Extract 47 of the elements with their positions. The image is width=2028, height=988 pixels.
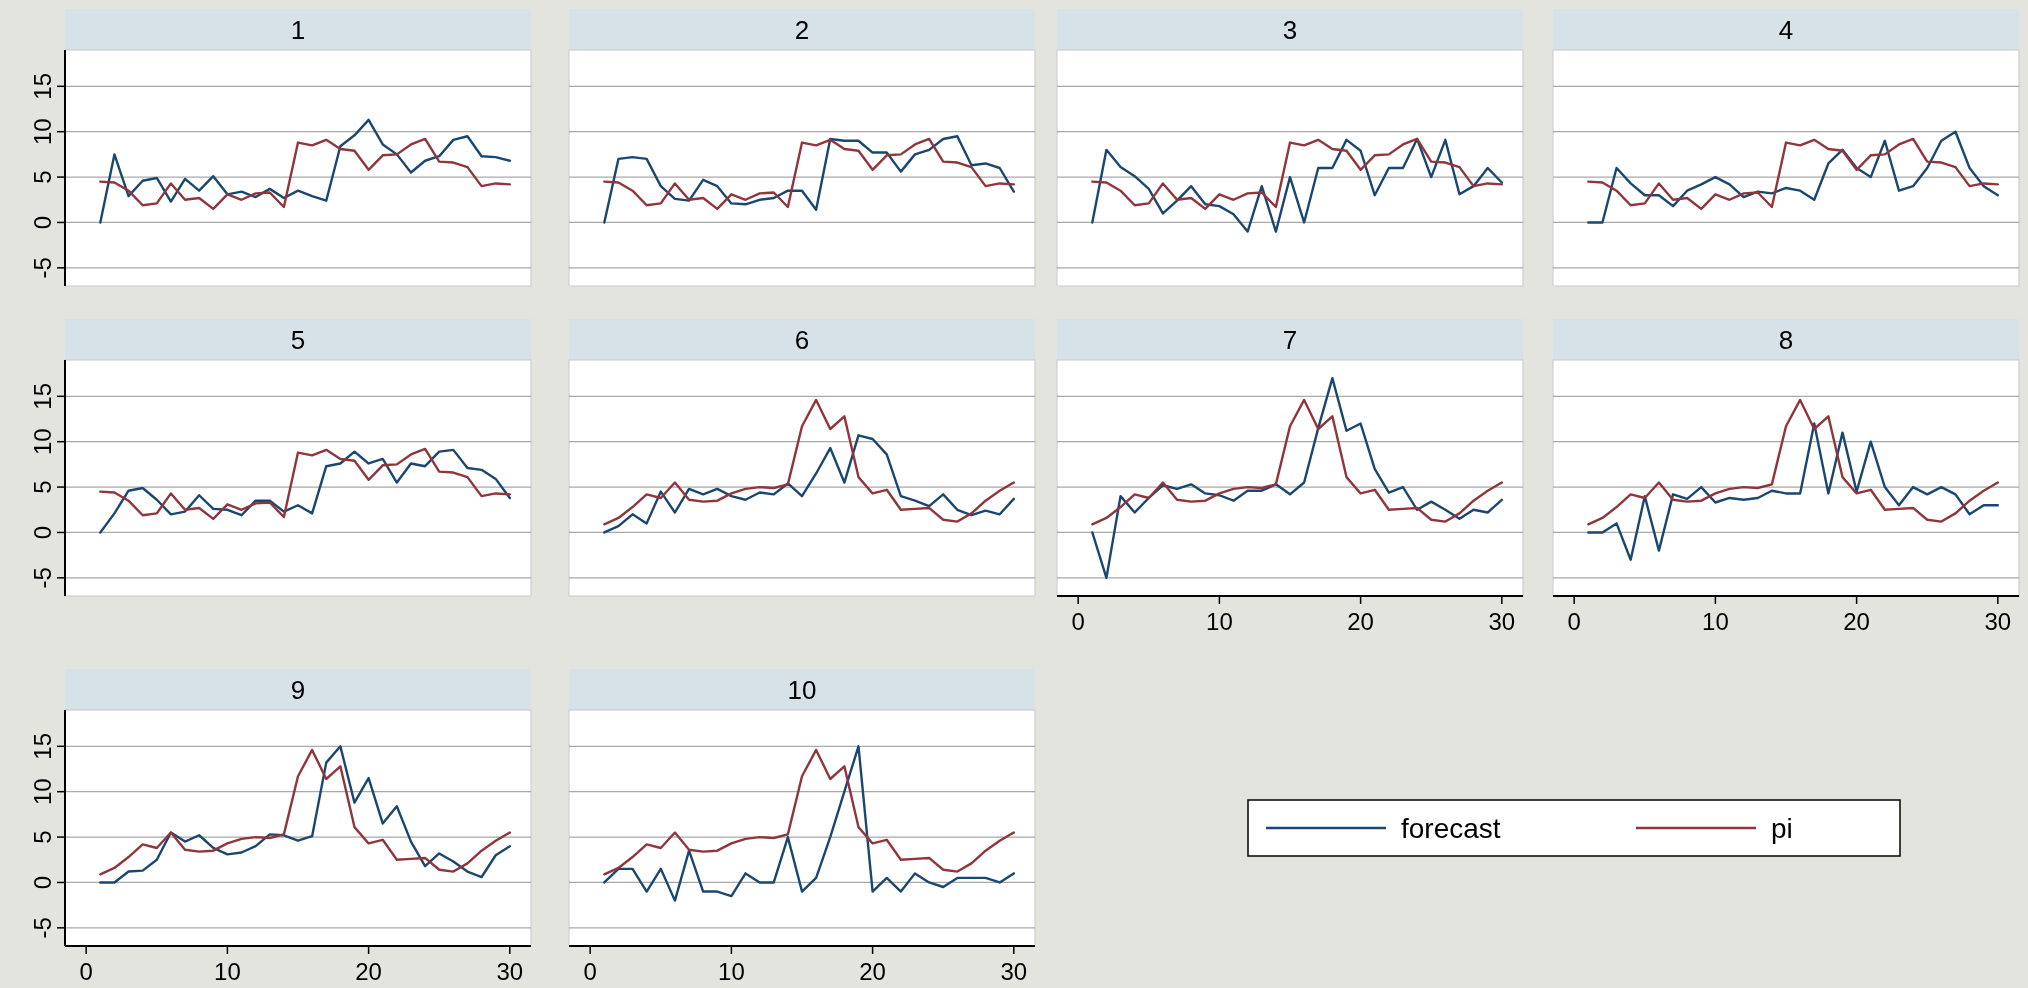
y-tick-label: 15 — [29, 382, 56, 410]
line-series — [99, 118, 512, 224]
y-tick-label: 0 — [29, 525, 56, 540]
y-tick-label: 0 — [29, 875, 56, 890]
x-tick-label: 0 — [1567, 608, 1581, 635]
chart-title: 4 — [1778, 14, 1794, 45]
y-tick-label: -5 — [29, 917, 56, 939]
y-tick-label: 10 — [29, 118, 56, 146]
y-tick-label: -5 — [29, 567, 56, 589]
y-tick-label: 5 — [29, 480, 56, 494]
legend-label: pi — [1771, 813, 1793, 844]
x-tick-label: 30 — [1000, 958, 1028, 985]
x-tick-label: 0 — [1071, 608, 1085, 635]
x-tick-label: 10 — [718, 958, 745, 985]
x-tick-label: 20 — [1347, 608, 1374, 635]
x-tick-label: 30 — [1488, 608, 1516, 635]
line-series — [99, 447, 512, 521]
x-tick-label: 10 — [1702, 608, 1729, 635]
x-tick-label: 0 — [583, 958, 597, 985]
chart-title: 6 — [794, 324, 810, 355]
line-series — [99, 137, 512, 211]
chart-title: 9 — [290, 674, 306, 705]
chart-title: 2 — [794, 14, 810, 45]
line-series — [99, 448, 512, 534]
chart-title: 8 — [1778, 324, 1794, 355]
x-tick-label: 10 — [214, 958, 241, 985]
x-tick-label: 30 — [1984, 608, 2012, 635]
chart-title: 3 — [1282, 14, 1298, 45]
x-tick-label: 20 — [1843, 608, 1870, 635]
chart-title: 10 — [787, 674, 817, 705]
y-tick-label: 5 — [29, 830, 56, 844]
y-tick-label: 15 — [29, 72, 56, 100]
y-tick-label: 10 — [29, 428, 56, 456]
chart-title: 7 — [1282, 324, 1298, 355]
x-tick-label: 10 — [1206, 608, 1233, 635]
chart-title: 5 — [290, 324, 306, 355]
x-tick-label: 30 — [496, 958, 524, 985]
y-tick-label: 5 — [29, 170, 56, 184]
y-tick-label: 15 — [29, 732, 56, 760]
chart-title: 1 — [290, 14, 306, 45]
x-tick-label: 20 — [355, 958, 382, 985]
y-tick-label: -5 — [29, 257, 56, 279]
x-tick-label: 20 — [859, 958, 886, 985]
x-tick-label: 0 — [79, 958, 93, 985]
legend-label: forecast — [1401, 813, 1501, 844]
y-tick-label: 10 — [29, 778, 56, 806]
y-tick-label: 0 — [29, 215, 56, 230]
